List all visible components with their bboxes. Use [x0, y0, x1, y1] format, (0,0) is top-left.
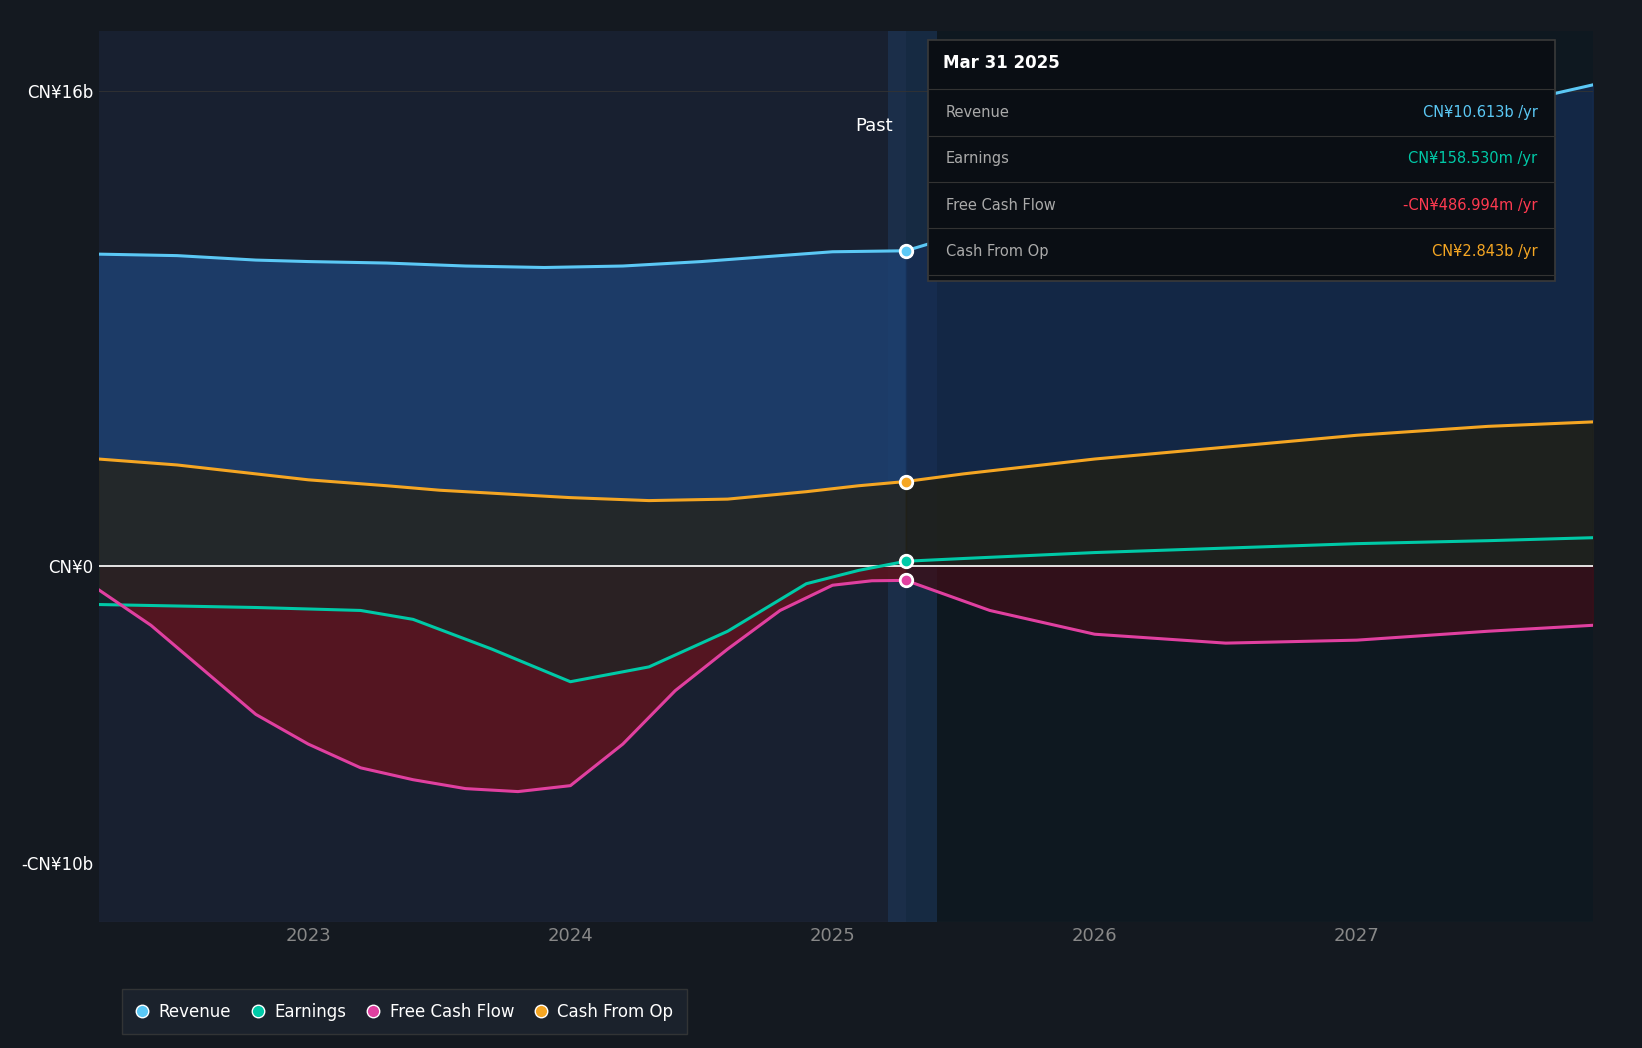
Text: -CN¥486.994m /yr: -CN¥486.994m /yr: [1402, 198, 1537, 213]
FancyBboxPatch shape: [928, 41, 1555, 281]
Text: Cash From Op: Cash From Op: [946, 244, 1048, 259]
Text: Free Cash Flow: Free Cash Flow: [946, 198, 1056, 213]
Text: CN¥2.843b /yr: CN¥2.843b /yr: [1432, 244, 1537, 259]
Bar: [906, 31, 1593, 922]
Text: CN¥158.530m /yr: CN¥158.530m /yr: [1409, 151, 1537, 167]
Text: Earnings: Earnings: [946, 151, 1010, 167]
Legend: Revenue, Earnings, Free Cash Flow, Cash From Op: Revenue, Earnings, Free Cash Flow, Cash …: [122, 989, 686, 1034]
Text: Analysts Forecasts: Analysts Forecasts: [946, 117, 1113, 135]
Text: CN¥10.613b /yr: CN¥10.613b /yr: [1422, 105, 1537, 121]
Bar: [99, 31, 906, 922]
Text: Past: Past: [855, 117, 893, 135]
Text: Revenue: Revenue: [946, 105, 1010, 121]
Text: Mar 31 2025: Mar 31 2025: [943, 53, 1059, 71]
Bar: [888, 31, 938, 922]
